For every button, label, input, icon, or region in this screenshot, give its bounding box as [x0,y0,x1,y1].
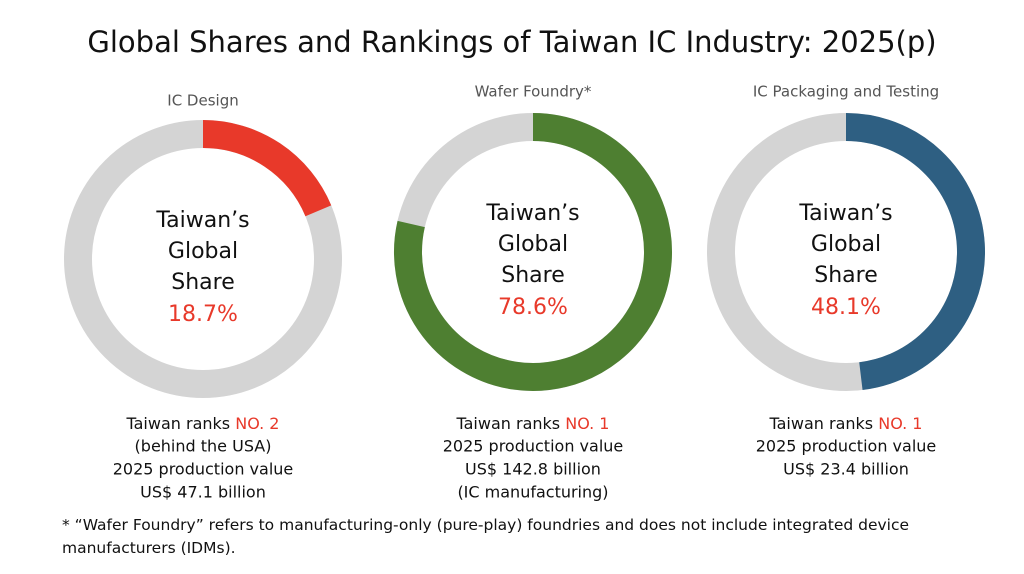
value-label: 48.1% [811,295,881,320]
note-line: US$ 47.1 billion [140,483,266,502]
note-line: US$ 23.4 billion [783,460,909,479]
rank-prefix: Taiwan ranks [126,414,231,433]
rank-line: Taiwan ranks NO. 2 [126,414,280,433]
note-line: 2025 production value [443,437,624,456]
center-label: Taiwan’s [155,208,249,233]
value-label: 78.6% [498,295,568,320]
center-label: Global [811,232,881,257]
footnote: * “Wafer Foundry” refers to manufacturin… [62,516,910,557]
rank: NO. 1 [878,414,922,433]
center-label: Share [501,263,565,288]
center-label: Share [171,270,235,295]
page-title: Global Shares and Rankings of Taiwan IC … [87,25,936,59]
rank: NO. 2 [235,414,279,433]
donut-segment [202,120,332,217]
donut-title: Wafer Foundry* [475,83,592,101]
center-label: Taiwan’s [485,201,579,226]
note-line: (behind the USA) [135,437,272,456]
rank-prefix: Taiwan ranks [456,414,561,433]
center-label: Share [814,263,878,288]
note-line: 2025 production value [113,460,294,479]
rank-prefix: Taiwan ranks [769,414,874,433]
center-label: Global [498,232,568,257]
rank-line: Taiwan ranks NO. 1 [456,414,610,433]
center-label: Global [168,239,238,264]
note-line: (IC manufacturing) [457,483,608,502]
rank: NO. 1 [565,414,609,433]
donut-segment [845,113,985,391]
center-label: Taiwan’s [798,201,892,226]
value-label: 18.7% [168,302,238,327]
donut-title: IC Design [167,92,238,110]
rank-line: Taiwan ranks NO. 1 [769,414,923,433]
donut-segment [394,113,672,391]
donut-title: IC Packaging and Testing [753,83,939,101]
note-line: 2025 production value [756,437,937,456]
note-line: US$ 142.8 billion [465,460,601,479]
